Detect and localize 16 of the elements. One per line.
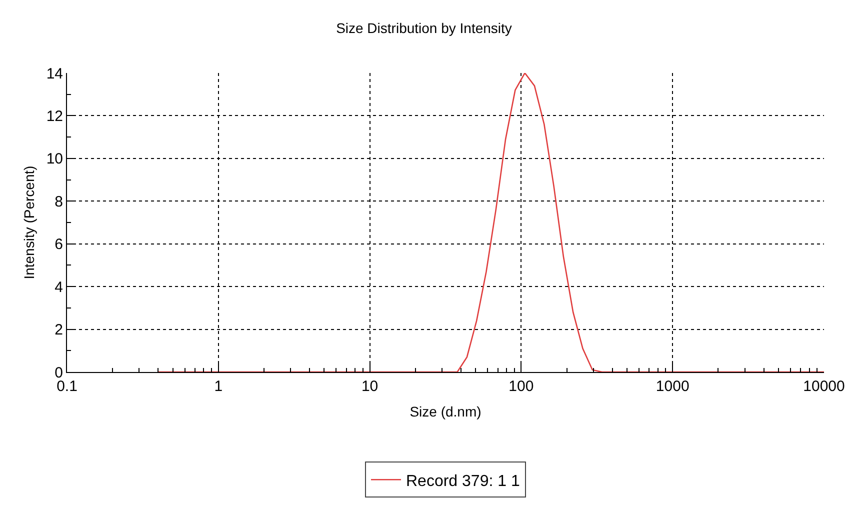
x-tick-label: 10000 (803, 378, 845, 395)
y-axis-title: Intensity (Percent) (20, 166, 37, 280)
y-tick-label: 14 (46, 65, 63, 82)
y-tick-label: 2 (54, 322, 63, 339)
chart-title: Size Distribution by Intensity (336, 20, 512, 36)
x-tick-label: 1000 (656, 378, 690, 395)
x-tick-label: 100 (508, 378, 534, 395)
y-tick-label: 6 (54, 236, 63, 254)
y-tick-label: 4 (54, 278, 63, 296)
x-tick-label: 10 (361, 378, 378, 395)
y-tick-label: 12 (46, 108, 63, 125)
y-tick-label: 8 (54, 193, 63, 210)
legend-label: Record 379: 1 1 (406, 472, 520, 490)
x-axis-title: Size (d.nm) (410, 403, 482, 420)
x-tick-label: 1 (214, 378, 223, 395)
y-tick-label: 10 (46, 150, 63, 168)
